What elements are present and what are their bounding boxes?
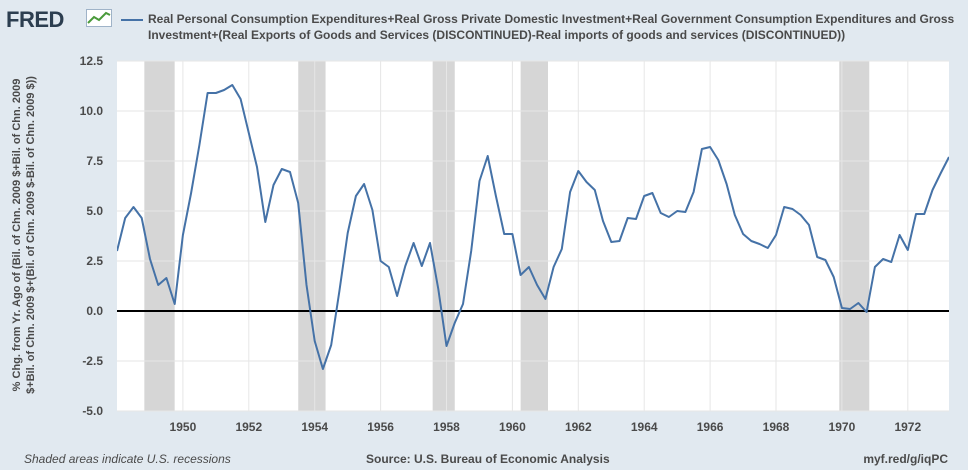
recession-band-3 bbox=[520, 61, 548, 411]
y-tick-label: 7.5 bbox=[86, 154, 103, 168]
x-tick-label: 1960 bbox=[499, 420, 526, 434]
legend-swatch bbox=[121, 19, 143, 21]
x-tick-label: 1970 bbox=[829, 420, 856, 434]
series-line bbox=[117, 84, 949, 370]
x-tick-label: 1964 bbox=[631, 420, 658, 434]
logo-text: FRED bbox=[6, 7, 64, 32]
gridlines bbox=[117, 60, 949, 412]
recession-band-1 bbox=[298, 61, 326, 411]
x-tick-label: 1952 bbox=[235, 420, 262, 434]
x-tick-label: 1962 bbox=[565, 420, 592, 434]
short-url-link[interactable]: myf.red/g/iqPC bbox=[863, 452, 948, 466]
y-tick-label: 0.0 bbox=[86, 304, 103, 318]
y-tick-label: -2.5 bbox=[82, 354, 103, 368]
y-tick-label: 12.5 bbox=[80, 54, 104, 68]
series-group bbox=[117, 84, 949, 370]
x-tick-label: 1954 bbox=[301, 420, 328, 434]
chart-trend-icon bbox=[86, 9, 112, 27]
y-tick-label: 2.5 bbox=[86, 254, 103, 268]
recession-band-0 bbox=[144, 61, 175, 411]
legend-label: Real Personal Consumption Expenditures+R… bbox=[148, 12, 955, 42]
line-chart: -5.0-2.50.02.55.07.510.012.5 1950 1952 195… bbox=[80, 54, 949, 434]
recession-band-4 bbox=[839, 61, 870, 411]
x-tick-label: 1966 bbox=[697, 420, 724, 434]
x-tick-label: 1968 bbox=[763, 420, 790, 434]
x-tick-label: 1958 bbox=[433, 420, 460, 434]
x-tick-label: 1972 bbox=[894, 420, 921, 434]
y-tick-label: 10.0 bbox=[80, 104, 104, 118]
source-text: Source: U.S. Bureau of Economic Analysis bbox=[366, 452, 610, 466]
recession-band-2 bbox=[432, 61, 455, 411]
x-tick-label: 1956 bbox=[367, 420, 394, 434]
x-tick-label: 1950 bbox=[170, 420, 197, 434]
recession-note: Shaded areas indicate U.S. recessions bbox=[24, 452, 231, 466]
y-tick-labels: -5.0 -2.5 0.0 2.5 5.0 7.5 10.0 12.5 bbox=[80, 54, 104, 418]
x-tick-labels: 1950 1952 1954 1956 1958 1960 1962 1964 1966 1968… bbox=[170, 420, 922, 434]
y-tick-label: 5.0 bbox=[86, 204, 103, 218]
recession-shading bbox=[144, 61, 870, 411]
y-tick-label: -5.0 bbox=[82, 404, 103, 418]
